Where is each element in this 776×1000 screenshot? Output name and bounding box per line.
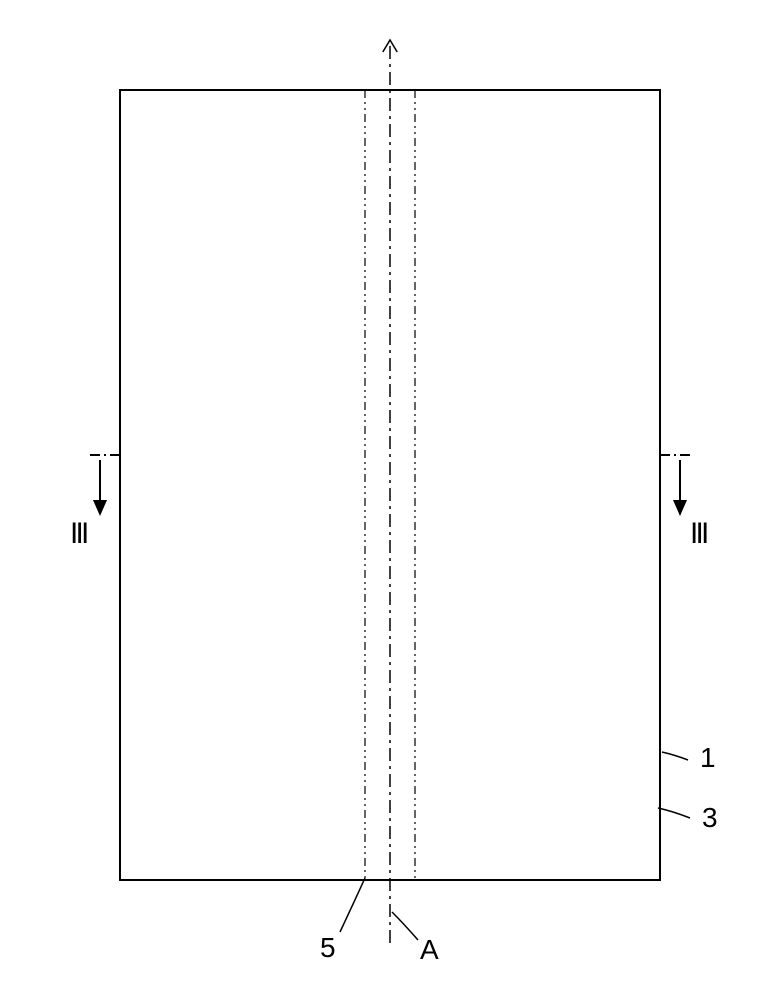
diagram-svg bbox=[0, 0, 776, 1000]
callout-label-A: A bbox=[420, 934, 439, 966]
section-mark-label-right: Ⅲ bbox=[690, 517, 709, 550]
callout-label-1: 1 bbox=[700, 742, 716, 774]
section-mark-label-left: Ⅲ bbox=[70, 517, 89, 550]
callout-label-5: 5 bbox=[320, 932, 336, 964]
callout-label-3: 3 bbox=[702, 802, 718, 834]
